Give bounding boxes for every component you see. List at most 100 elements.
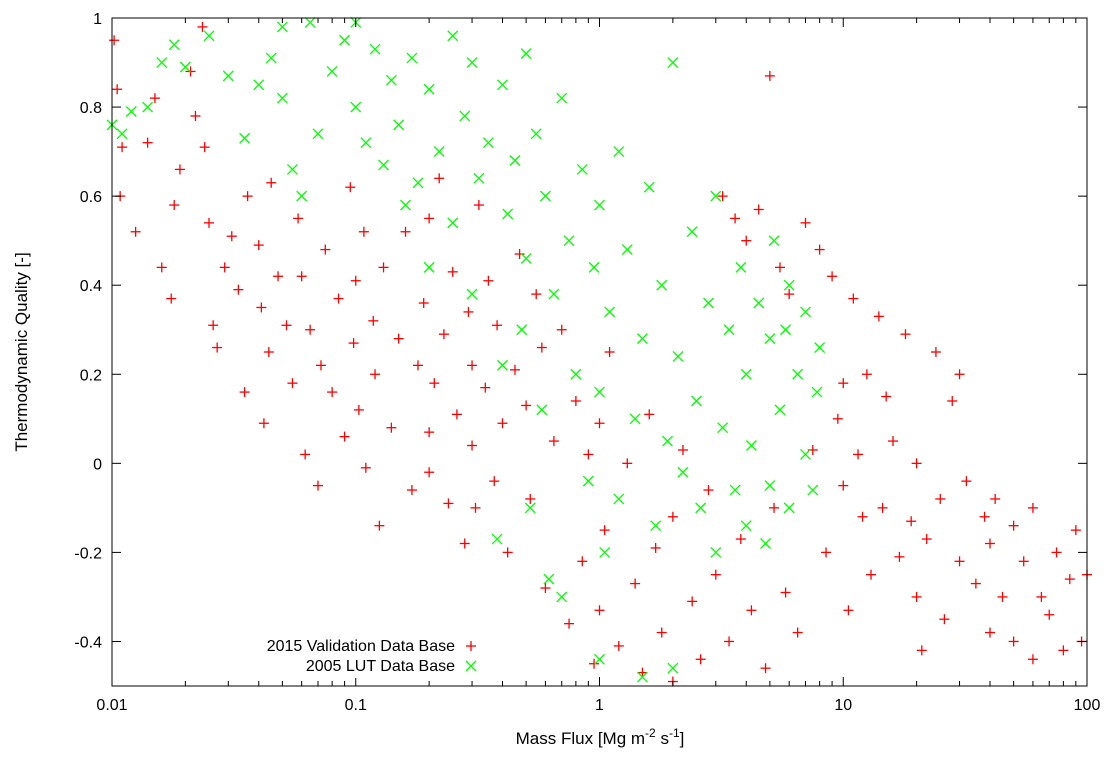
data-point [877, 502, 888, 513]
points-layer [106, 16, 1092, 687]
data-point [604, 306, 616, 318]
data-point [832, 413, 843, 424]
data-point [900, 329, 911, 340]
data-point [142, 137, 153, 148]
legend: 2015 Validation Data Base 2005 LUT Data … [180, 630, 528, 678]
data-point [961, 476, 972, 487]
data-point [530, 128, 542, 140]
data-point [800, 306, 811, 318]
data-point [643, 181, 655, 193]
data-point [203, 217, 214, 228]
data-point [423, 261, 435, 273]
data-point [112, 84, 123, 95]
data-point [424, 427, 435, 438]
data-point [451, 409, 462, 420]
data-point [792, 368, 804, 380]
data-point [358, 226, 369, 237]
x-tick-label: 100 [1074, 697, 1101, 714]
data-point [570, 395, 581, 406]
data-point [800, 217, 811, 228]
data-point [906, 516, 917, 527]
data-point [563, 235, 575, 247]
data-point [536, 342, 547, 353]
data-point [348, 338, 359, 349]
data-point [253, 240, 264, 251]
data-point [287, 378, 298, 389]
data-point [768, 235, 780, 247]
data-point [911, 591, 922, 602]
data-point [636, 333, 648, 345]
data-point [780, 324, 792, 336]
data-point [502, 208, 514, 220]
data-point [630, 578, 641, 589]
data-point [253, 79, 265, 91]
data-point [412, 360, 423, 371]
data-point [339, 34, 351, 46]
data-point [369, 43, 381, 55]
data-point [433, 146, 445, 158]
data-point [881, 391, 892, 402]
x-tick-label: 0.1 [345, 697, 367, 714]
y-tick-label: -0.4 [74, 634, 102, 651]
data-point [315, 360, 326, 371]
data-point [1044, 609, 1055, 620]
data-point [717, 422, 729, 434]
data-point [305, 324, 316, 335]
y-tick-label: 0.2 [80, 367, 102, 384]
data-point [594, 386, 605, 398]
data-point [179, 61, 191, 73]
data-point [142, 101, 154, 113]
data-point [556, 324, 567, 335]
data-point [814, 342, 826, 354]
data-point [629, 413, 641, 425]
data-point [226, 231, 237, 242]
data-point [735, 534, 746, 545]
data-point [483, 275, 494, 286]
series-0 [109, 21, 1092, 687]
data-point [470, 502, 481, 513]
data-point [650, 520, 662, 532]
data-point [543, 573, 555, 585]
data-point [1027, 502, 1038, 513]
data-point [594, 418, 605, 429]
data-point [497, 359, 508, 371]
data-point [374, 520, 385, 531]
data-point [947, 395, 958, 406]
data-point [745, 440, 757, 451]
data-point [353, 404, 364, 415]
data-point [273, 271, 284, 282]
y-tick-label: 0.8 [80, 100, 102, 117]
data-point [116, 128, 128, 140]
data-point [764, 333, 776, 345]
data-point [990, 493, 1001, 504]
data-point [691, 395, 702, 407]
data-point [548, 436, 559, 447]
data-point [667, 57, 679, 68]
data-point [266, 177, 277, 188]
data-point [536, 404, 548, 416]
data-point [661, 435, 673, 447]
data-point [360, 462, 371, 473]
data-point [212, 342, 223, 353]
legend-label-validation: 2015 Validation Data Base [267, 638, 455, 655]
data-point [333, 293, 344, 304]
data-point [156, 262, 167, 273]
data-point [296, 271, 307, 282]
y-tick-label: -0.2 [74, 545, 102, 562]
data-point [861, 369, 872, 380]
data-point [703, 485, 714, 496]
data-point [125, 106, 137, 117]
data-point [350, 275, 361, 286]
data-point [783, 279, 795, 291]
data-point [491, 533, 503, 545]
data-point [667, 662, 679, 674]
data-point [800, 448, 811, 460]
data-point [548, 288, 560, 300]
data-point [406, 52, 418, 64]
data-point [821, 547, 832, 558]
data-point [502, 547, 513, 558]
data-point [656, 627, 667, 638]
legend-label-lut: 2005 LUT Data Base [306, 658, 455, 675]
data-point [509, 364, 520, 375]
data-point [888, 436, 899, 447]
